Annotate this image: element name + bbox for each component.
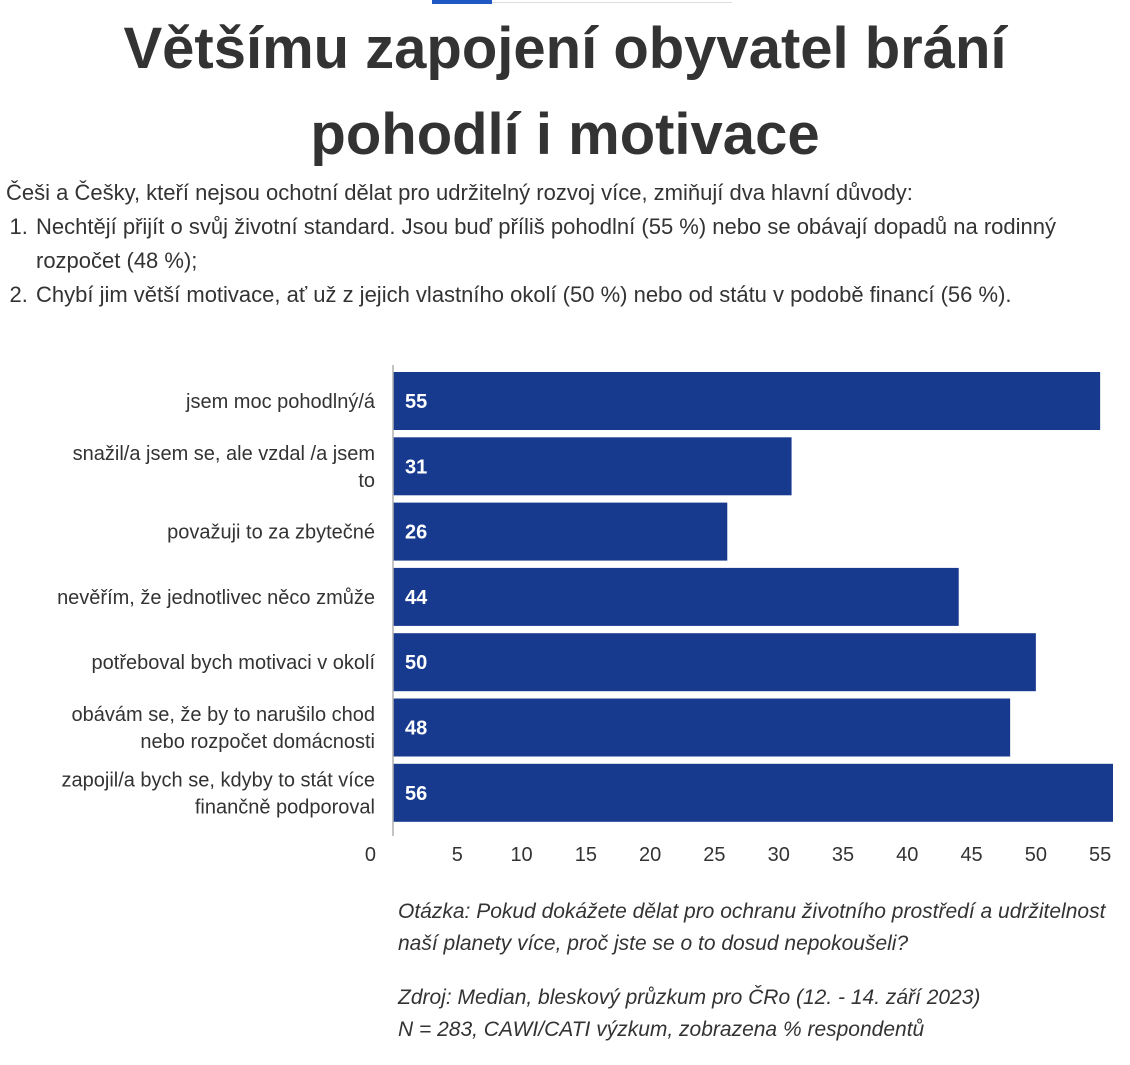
bar [393,567,959,626]
bar-value-label: 50 [405,652,427,674]
chart-footer: Otázka: Pokud dokážete dělat pro ochranu… [398,896,1118,1046]
intro-item-1: Nechtějí přijít o svůj životní standard.… [34,210,1126,278]
category-label: nevěřím, že jednotlivec něco zmůže [57,587,375,609]
x-tick-label: 25 [703,844,725,866]
x-tick-label: 45 [960,844,982,866]
category-label: jsem moc pohodlný/á [185,391,376,413]
top-accent-line [492,2,732,3]
bar-chart: 55 jsem moc pohodlný/á 31 snažil/a jsem se,… [57,365,1113,866]
x-tick-label: 15 [575,844,597,866]
category-label: to [358,470,375,492]
x-tick-label: 55 [1089,844,1111,866]
bar [393,698,1011,757]
category-label: zapojil/a bych se, kdyby to stát více [62,769,376,791]
x-tick-label: 30 [768,844,790,866]
bar [393,633,1036,692]
x-tick-label: 0 [365,844,376,866]
category-label: obávám se, že by to narušilo chod [71,704,375,726]
intro-lead: Češi a Češky, kteří nejsou ochotní dělat… [6,180,913,205]
x-tick-label: 50 [1025,844,1047,866]
bar-value-label: 48 [405,718,427,740]
intro-text: Češi a Češky, kteří nejsou ochotní dělat… [6,176,1126,312]
bar [393,502,728,561]
category-label: snažil/a jsem se, ale vzdal /a jsem [73,443,375,465]
bar [393,437,792,496]
x-tick-label: 20 [639,844,661,866]
category-label: považuji to za zbytečné [167,522,375,544]
bar-value-label: 44 [405,587,428,609]
bar-value-label: 26 [405,522,427,544]
x-tick-label: 5 [452,844,463,866]
page-title: Většímu zapojení obyvatel brání pohodlí … [0,6,1130,178]
category-label: finančně podporoval [195,796,375,818]
data-source: Zdroj: Median, bleskový průzkum pro ČRo … [398,986,981,1009]
x-tick-label: 35 [832,844,854,866]
category-label: nebo rozpočet domácnosti [140,731,375,753]
bar [393,763,1113,822]
x-tick-label: 10 [510,844,532,866]
survey-question: Otázka: Pokud dokážete dělat pro ochranu… [398,900,1106,955]
bar-value-label: 55 [405,391,427,413]
x-tick-label: 40 [896,844,918,866]
top-accent-bar [432,0,492,4]
sample-info: N = 283, CAWI/CATI výzkum, zobrazena % r… [398,1018,925,1041]
title-line-1: Většímu zapojení obyvatel brání [123,16,1007,81]
intro-list: Nechtějí přijít o svůj životní standard.… [6,210,1126,312]
bar-value-label: 56 [405,783,427,805]
bar-value-label: 31 [405,456,427,478]
category-label: potřeboval bych motivaci v okolí [92,652,376,674]
title-line-2: pohodlí i motivace [310,102,820,167]
intro-item-2: Chybí jim větší motivace, ať už z jejich… [34,278,1126,312]
bar [393,372,1101,430]
